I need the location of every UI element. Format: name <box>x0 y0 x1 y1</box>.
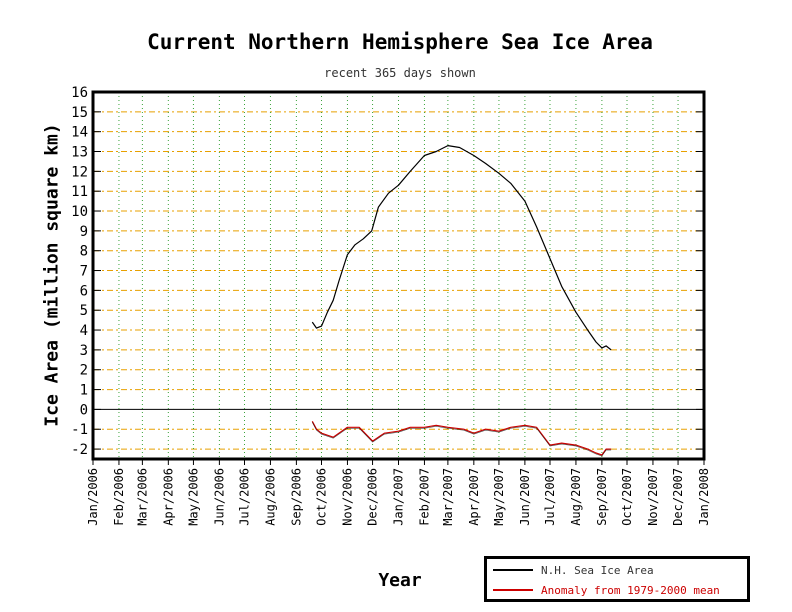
x-tick-label: Aug/2006 <box>263 468 277 526</box>
y-tick-label: 6 <box>80 283 88 299</box>
x-tick-label: Mar/2007 <box>441 468 455 526</box>
legend: N.H. Sea Ice Area Anomaly from 1979-2000… <box>484 556 750 602</box>
series-layer <box>311 145 612 457</box>
series-line-anomaly-shadow <box>312 422 612 457</box>
x-tick-label: May/2006 <box>186 468 200 526</box>
plot-frame <box>91 90 706 461</box>
x-tick-label: Jul/2006 <box>237 468 251 526</box>
x-tick-label: Nov/2006 <box>340 468 354 526</box>
y-tick-label: 10 <box>71 204 88 220</box>
y-tick-label: 8 <box>80 244 88 260</box>
y-tick-label: 7 <box>80 264 88 280</box>
legend-label-ice-area: N.H. Sea Ice Area <box>541 563 654 577</box>
x-tick-label: Sep/2006 <box>289 468 303 526</box>
x-tick-label: Nov/2007 <box>646 468 660 526</box>
y-tick-label: 14 <box>71 125 88 141</box>
x-tick-label: Jan/2006 <box>86 468 100 526</box>
y-tick-label: -1 <box>71 422 88 438</box>
y-tick-label: 2 <box>80 363 88 379</box>
y-tick-label: 0 <box>80 402 88 418</box>
x-axis-label: Year <box>378 570 422 591</box>
x-tick-label: Jan/2008 <box>697 468 711 526</box>
y-tick-label: 13 <box>71 145 88 161</box>
x-tick-label: Apr/2006 <box>161 468 175 526</box>
y-tick-label: 15 <box>71 105 88 121</box>
x-tick-label: Aug/2007 <box>569 468 583 526</box>
y-tick-label: 3 <box>80 343 88 359</box>
y-tick-label: 11 <box>71 184 88 200</box>
y-tick-label: 5 <box>80 303 88 319</box>
grid-layer <box>93 91 704 459</box>
x-tick-label: May/2007 <box>492 468 506 526</box>
legend-entry-anomaly: Anomaly from 1979-2000 mean <box>493 582 720 598</box>
legend-label-anomaly: Anomaly from 1979-2000 mean <box>541 583 720 597</box>
x-tick-label: Jul/2007 <box>543 468 557 526</box>
x-tick-label: Jun/2006 <box>212 468 226 526</box>
y-tick-label: 12 <box>71 164 88 180</box>
x-tick-label: Mar/2006 <box>135 468 149 526</box>
x-tick-label: Jun/2007 <box>518 468 532 526</box>
legend-swatch-anomaly <box>493 589 533 591</box>
y-tick-label: 4 <box>80 323 88 339</box>
x-tick-label: Dec/2006 <box>366 468 380 526</box>
y-tick-label: 16 <box>71 85 88 101</box>
x-tick-label: Jan/2007 <box>392 468 406 526</box>
x-tick-label: Apr/2007 <box>467 468 481 526</box>
series-line-anomaly <box>311 421 612 456</box>
chart-subtitle: recent 365 days shown <box>324 66 476 80</box>
x-tick-label: Feb/2007 <box>417 468 431 526</box>
chart-title: Current Northern Hemisphere Sea Ice Area <box>147 30 653 54</box>
y-tick-label: 9 <box>80 224 88 240</box>
x-tick-label: Oct/2007 <box>620 468 634 526</box>
y-tick-label: -2 <box>71 442 88 458</box>
legend-entry-ice-area: N.H. Sea Ice Area <box>493 562 654 578</box>
y-tick-label: 1 <box>80 383 88 399</box>
x-tick-label: Dec/2007 <box>671 468 685 526</box>
x-tick-label: Sep/2007 <box>595 468 609 526</box>
legend-swatch-ice-area <box>493 569 533 571</box>
x-tick-label: Feb/2006 <box>112 468 126 526</box>
x-tick-label: Oct/2006 <box>314 468 328 526</box>
series-line-ice-area <box>311 145 612 351</box>
